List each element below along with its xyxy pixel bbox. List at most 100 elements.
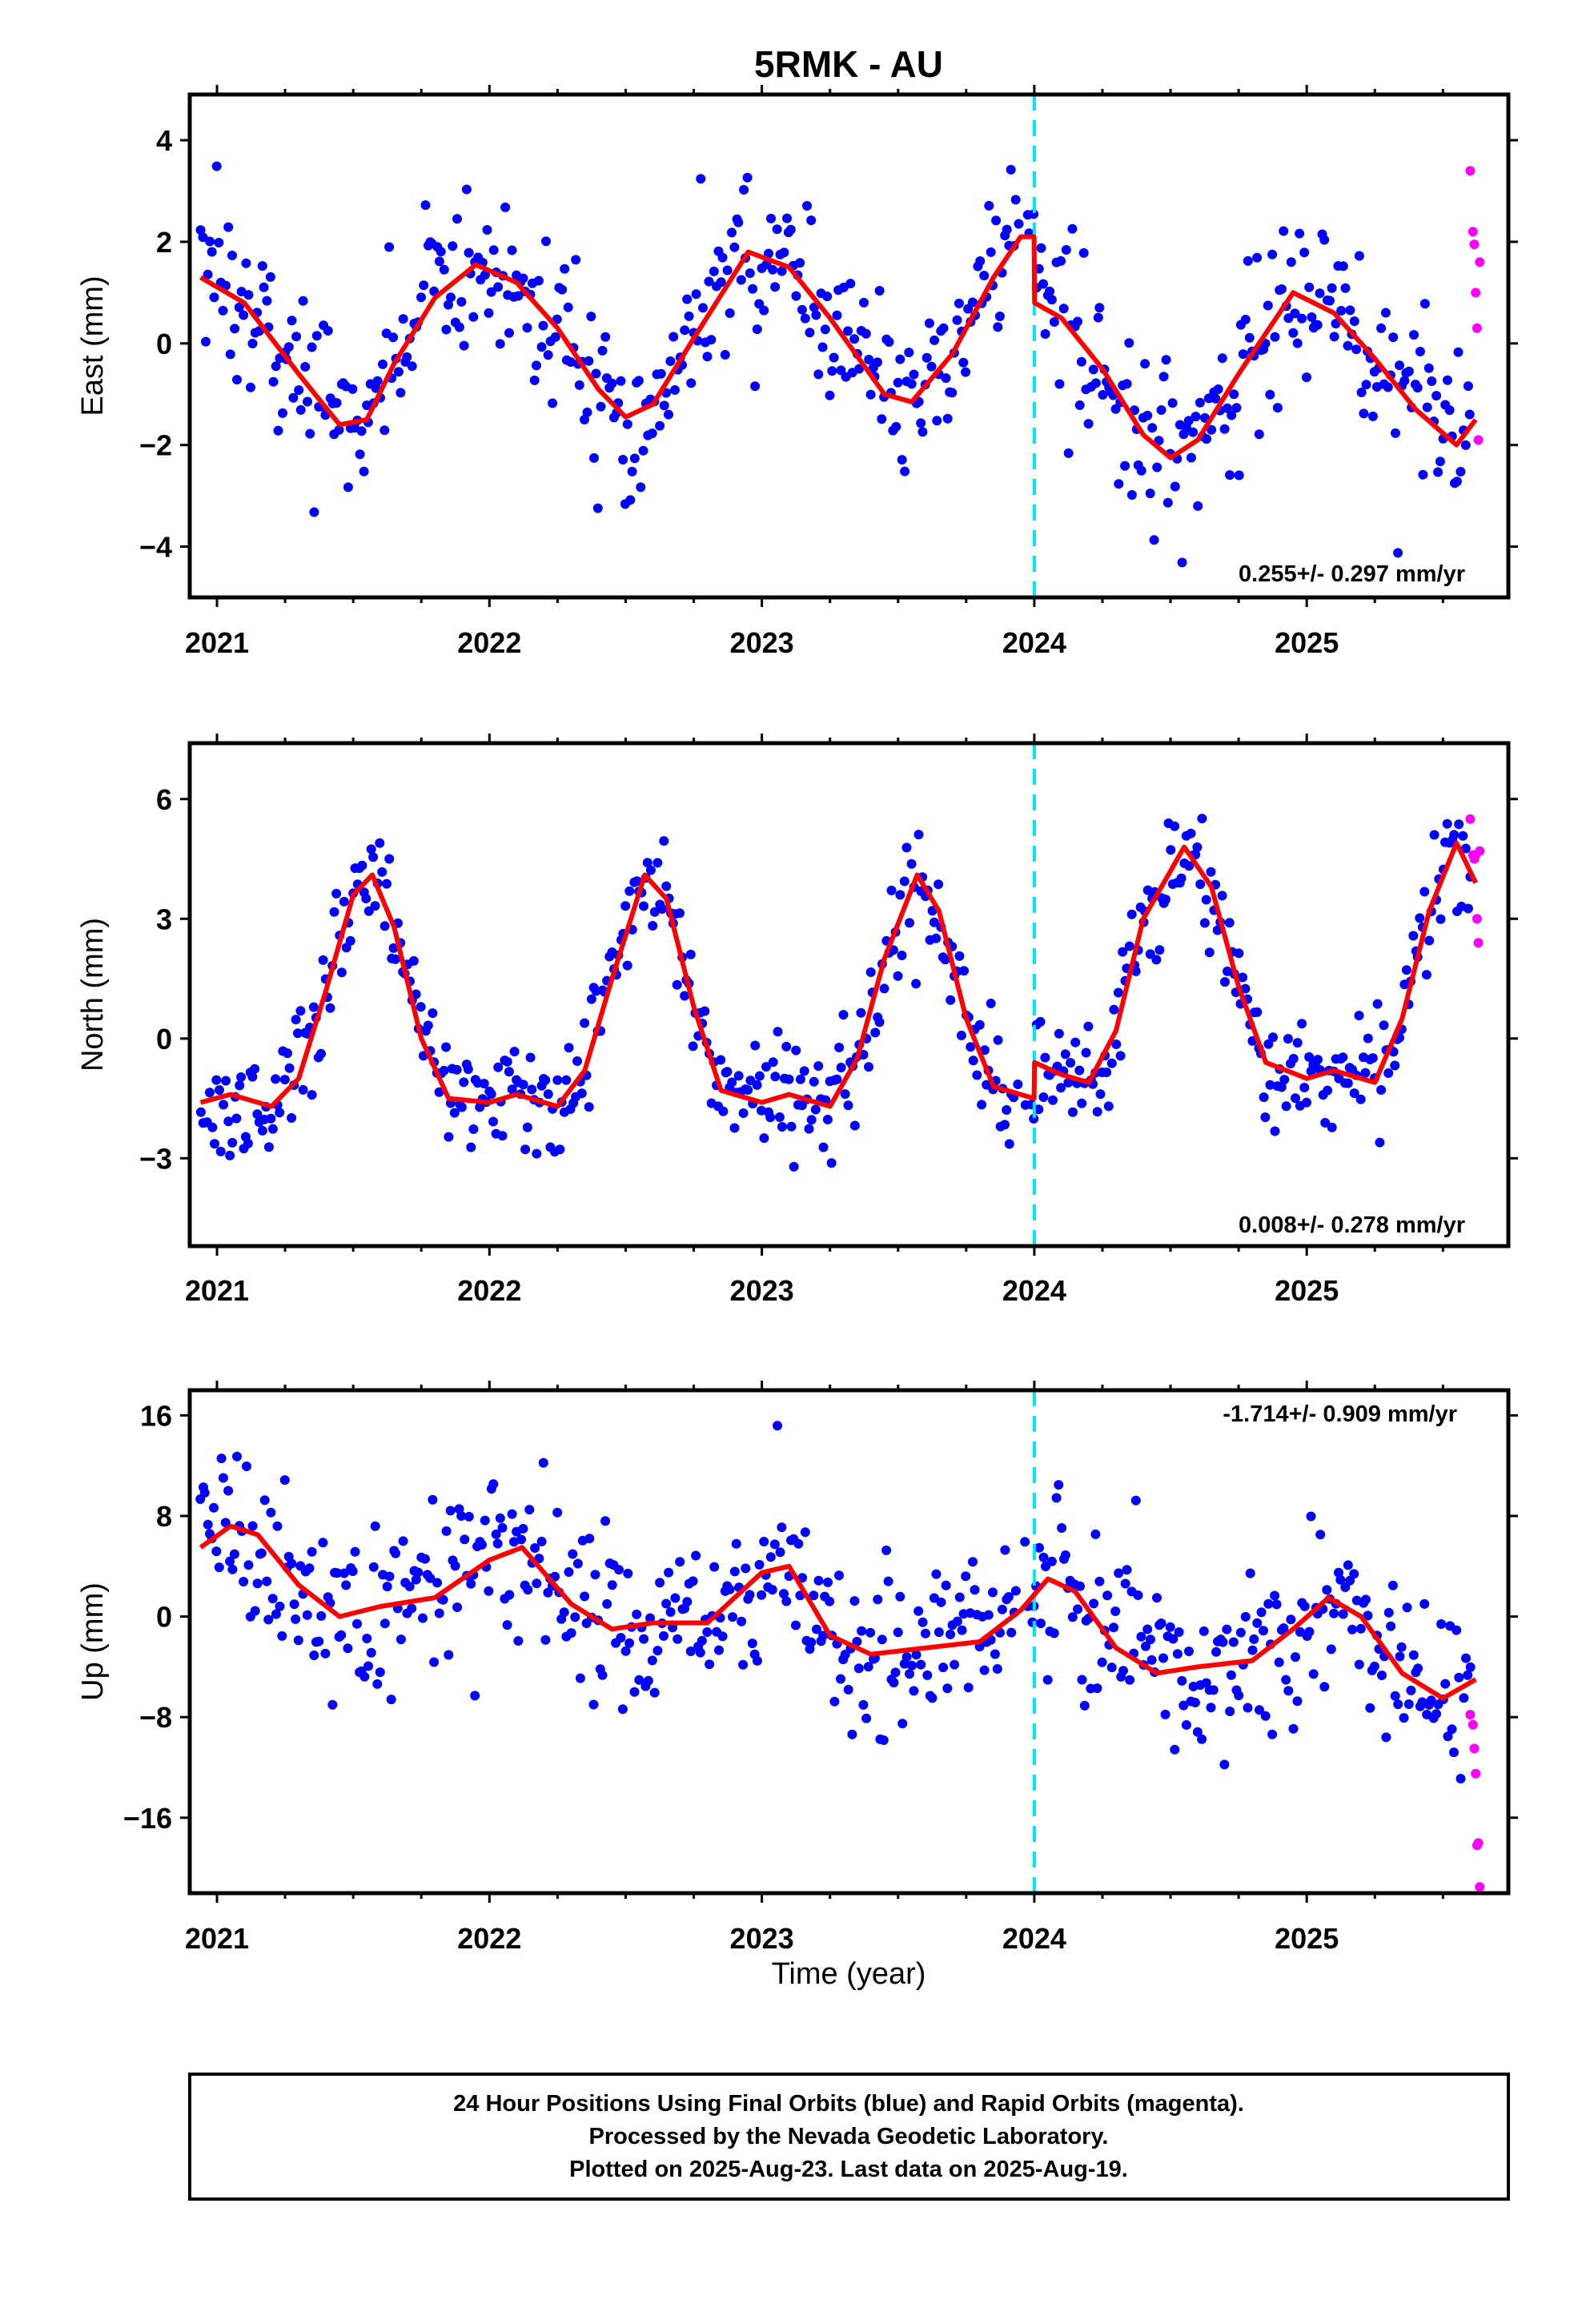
north-final-point [1066,1058,1076,1068]
east-final-point [1460,440,1471,450]
up-final-point [466,1578,476,1589]
east-final-point [800,313,810,324]
east-final-point [419,280,429,291]
north-final-point [946,995,956,1005]
up-final-point [1393,1699,1403,1710]
up-final-point [1118,1666,1128,1676]
up-final-point [209,1502,219,1513]
up-final-point [729,1566,740,1577]
up-final-point [488,1479,499,1490]
north-final-point [527,1084,537,1095]
east-final-point [704,276,714,287]
east-final-point [1124,338,1134,348]
north-final-point [329,907,339,917]
north-final-point [1161,895,1170,905]
up-final-point [341,1580,351,1590]
north-final-point [722,1067,733,1077]
up-final-point [773,1421,782,1431]
north-final-point [408,955,419,966]
up-final-point [922,1670,933,1680]
up-final-point [1235,1627,1246,1638]
up-final-points [195,1421,1476,1783]
up-final-point [1361,1594,1371,1605]
north-final-point [1263,1039,1274,1049]
up-final-point [1465,1662,1476,1672]
up-final-point [590,1570,600,1580]
east-final-point [1354,251,1364,261]
north-final-point [773,1027,783,1037]
up-final-point [893,1627,903,1638]
up-final-point [438,1594,448,1605]
north-final-point [768,1057,778,1068]
east-final-point [627,466,637,476]
up-final-point [917,1617,928,1627]
east-final-point [1036,243,1046,253]
up-final-point [507,1509,517,1519]
east-final-point [1029,209,1039,219]
up-final-point [813,1575,824,1586]
up-final-point [1234,1691,1244,1701]
up-final-point [1461,1653,1471,1663]
up-final-point [1020,1537,1030,1547]
east-final-point [232,375,242,385]
up-final-point [936,1597,946,1607]
north-rapid-point [1465,814,1476,824]
east-final-point [203,269,213,279]
east-final-point [538,320,548,331]
north-final-point [1002,1105,1012,1115]
east-final-point [207,247,217,257]
east-final-point [1054,379,1065,389]
north-final-point [368,852,379,862]
north-final-point [382,879,391,889]
east-final-point [754,299,765,309]
north-final-point [856,1007,866,1018]
up-final-point [1329,1608,1339,1618]
north-final-point [552,1075,563,1085]
up-final-point [647,1655,657,1666]
north-final-point [439,1065,449,1076]
east-final-point [236,287,247,297]
east-final-point [1202,434,1211,444]
east-y-tick-label: −2 [139,429,172,462]
north-final-point [1375,1137,1385,1148]
up-final-point [1286,1614,1296,1625]
up-final-point [1396,1642,1407,1652]
up-final-point [905,1669,914,1679]
up-final-point [901,1652,912,1663]
east-final-point [571,255,581,265]
east-final-point [536,342,547,352]
up-final-point [1347,1624,1357,1634]
north-final-point [215,1085,224,1096]
north-final-point [1265,1080,1275,1090]
north-final-point [379,921,390,931]
up-final-point [1426,1695,1436,1706]
east-final-point [768,264,778,275]
north-final-point [1217,891,1227,901]
up-final-point [1160,1709,1170,1719]
north-final-point [680,991,690,1001]
east-final-point [448,241,458,251]
east-final-point [745,268,755,279]
north-final-point [1454,819,1464,830]
up-final-point [725,1584,735,1594]
up-final-point [1122,1565,1132,1575]
east-final-point [600,332,611,342]
east-final-point [488,245,499,255]
up-final-point [464,1511,474,1522]
east-final-point [1464,409,1475,420]
north-final-point [520,1144,531,1155]
north-final-point [759,1133,769,1144]
north-final-point [911,979,921,989]
east-final-point [825,390,835,400]
up-final-point [702,1627,713,1637]
up-final-point [1218,1637,1228,1647]
east-final-point [283,342,294,352]
north-final-point [388,943,399,953]
up-x-tick-label: 2021 [185,1922,249,1955]
up-final-point [1419,1598,1430,1609]
east-final-point [952,315,962,325]
up-final-point [580,1591,590,1602]
east-final-point [1186,452,1196,463]
north-final-point [561,1075,572,1085]
up-final-point [339,1568,349,1578]
